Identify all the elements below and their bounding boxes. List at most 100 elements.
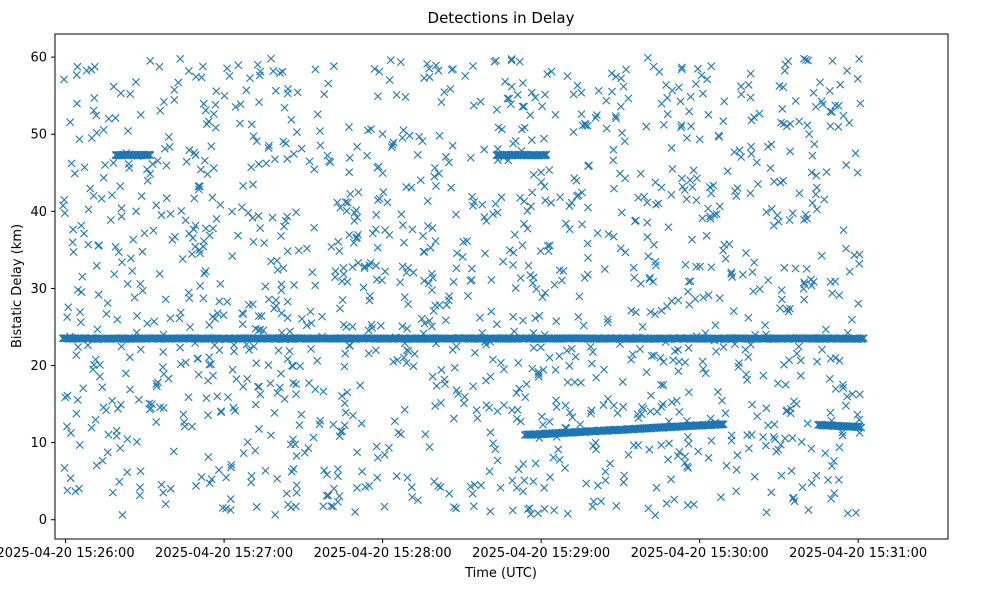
detection-marker — [454, 333, 463, 342]
detection-marker — [827, 494, 836, 503]
detection-marker — [512, 388, 521, 397]
detection-marker — [331, 267, 340, 276]
detection-marker — [297, 410, 306, 419]
detection-marker — [176, 54, 185, 63]
detection-marker — [634, 414, 643, 423]
detection-marker — [755, 109, 764, 118]
detection-marker — [63, 486, 72, 495]
detection-marker — [588, 347, 597, 356]
detection-marker — [441, 316, 450, 325]
detection-marker — [420, 74, 429, 83]
detection-marker — [744, 80, 753, 89]
detection-marker — [316, 141, 325, 150]
detection-marker — [188, 233, 197, 242]
detection-marker — [829, 457, 838, 466]
detection-marker — [342, 206, 351, 215]
detection-marker — [363, 151, 372, 160]
detection-marker — [606, 459, 615, 468]
detection-marker — [133, 152, 142, 161]
detection-marker — [720, 97, 729, 106]
detection-marker — [539, 420, 547, 429]
detection-marker — [766, 164, 775, 173]
detection-marker — [499, 365, 508, 374]
detection-marker — [201, 267, 210, 276]
detection-marker — [701, 329, 710, 338]
detection-marker — [705, 183, 714, 192]
detection-marker — [645, 445, 654, 454]
detection-marker — [396, 58, 405, 67]
detection-marker — [781, 60, 790, 69]
detection-marker — [134, 395, 143, 404]
detection-marker — [643, 53, 652, 62]
detection-marker — [750, 472, 759, 481]
detection-marker — [338, 296, 347, 305]
detection-marker — [222, 473, 231, 482]
detection-marker — [663, 110, 672, 119]
detection-marker — [683, 416, 691, 425]
detection-marker — [529, 329, 538, 338]
detection-marker — [499, 257, 508, 266]
detection-marker — [853, 168, 862, 177]
detection-marker — [677, 65, 686, 74]
detection-marker — [667, 190, 676, 199]
detection-marker — [276, 369, 285, 378]
detection-marker — [692, 420, 701, 429]
detection-marker — [64, 303, 73, 312]
detection-marker — [402, 359, 411, 368]
detection-marker — [280, 103, 289, 112]
detection-marker — [643, 198, 652, 207]
detection-marker — [272, 301, 281, 310]
detection-marker — [494, 123, 503, 132]
detection-marker — [223, 297, 232, 306]
detection-marker — [787, 466, 796, 475]
detection-marker — [223, 64, 232, 73]
detection-marker — [602, 96, 611, 105]
detection-marker — [402, 346, 411, 355]
detection-marker — [274, 346, 283, 355]
detection-marker — [77, 221, 86, 230]
detection-marker — [617, 74, 626, 83]
detection-marker — [540, 330, 549, 339]
detection-marker — [791, 264, 800, 273]
detection-marker — [416, 176, 425, 185]
detection-marker — [748, 268, 757, 277]
detection-marker — [854, 299, 863, 308]
detection-marker — [753, 412, 762, 421]
detection-marker — [599, 401, 608, 410]
detection-marker — [281, 216, 290, 225]
detection-marker — [441, 380, 449, 389]
detection-marker — [72, 99, 81, 108]
detection-marker — [377, 276, 386, 285]
detection-marker — [170, 85, 179, 94]
detection-marker — [162, 161, 171, 170]
x-axis-label: Time (UTC) — [464, 566, 537, 581]
detection-marker — [577, 110, 586, 119]
detection-marker — [828, 289, 837, 298]
detection-marker — [704, 453, 713, 462]
detection-marker — [672, 396, 681, 405]
detection-marker — [371, 346, 380, 355]
detection-marker — [398, 221, 407, 230]
detection-marker — [657, 380, 666, 389]
detection-marker — [575, 292, 584, 301]
detection-marker — [92, 461, 101, 470]
detection-marker — [687, 122, 696, 131]
detection-marker — [734, 359, 743, 368]
detection-marker — [389, 138, 398, 147]
detection-marker — [526, 111, 535, 120]
detection-marker — [285, 327, 294, 336]
detection-marker — [155, 269, 164, 278]
detection-marker — [711, 418, 720, 427]
detection-marker — [444, 296, 453, 305]
detection-marker — [243, 438, 252, 447]
detection-marker — [126, 254, 135, 263]
detection-marker — [249, 342, 258, 351]
detection-marker — [375, 67, 384, 76]
detection-marker — [191, 339, 200, 348]
detection-marker — [482, 401, 491, 410]
detection-marker — [264, 361, 273, 370]
detection-marker — [774, 217, 783, 226]
detection-marker — [855, 415, 864, 424]
detection-marker — [518, 102, 527, 111]
detection-marker — [547, 67, 556, 76]
